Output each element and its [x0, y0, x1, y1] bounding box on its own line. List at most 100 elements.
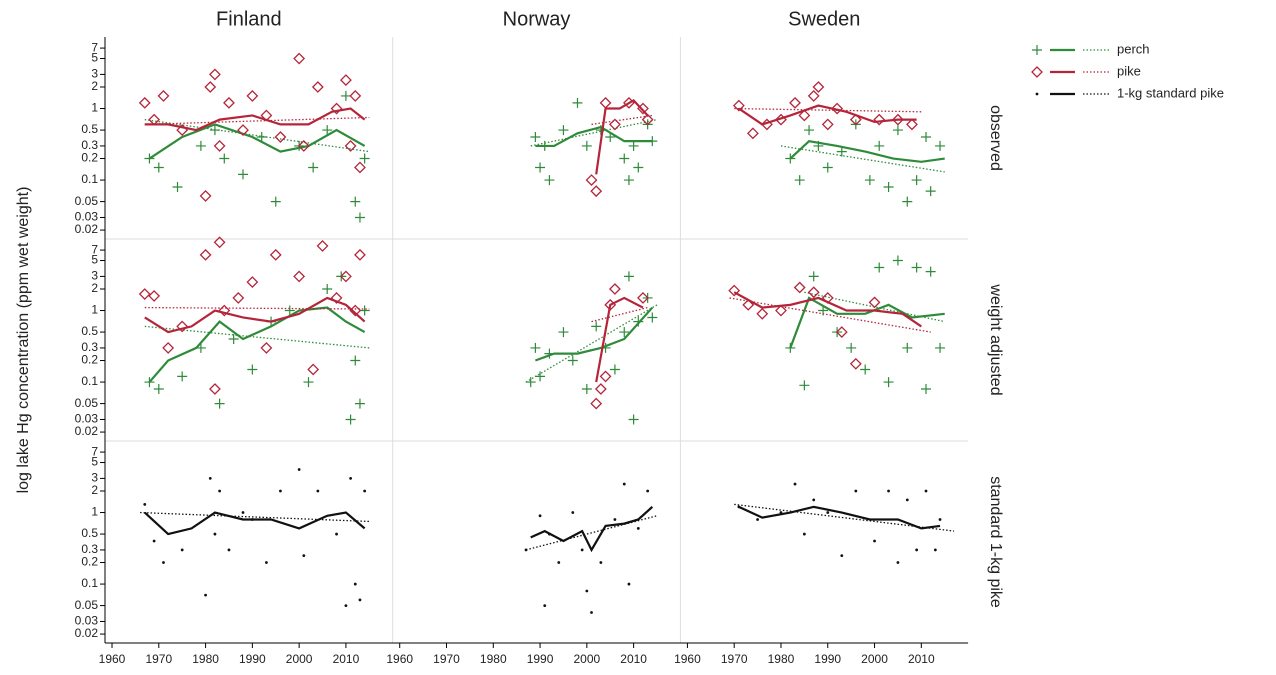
y-tick-label: 0.03 [75, 412, 99, 426]
point [628, 414, 639, 425]
y-tick-label: 3 [91, 471, 98, 485]
x-tick-label: 1980 [768, 652, 795, 666]
point [269, 248, 282, 261]
point [316, 240, 329, 252]
point [162, 342, 175, 354]
point [557, 561, 561, 564]
point [246, 90, 259, 102]
row-title: standard 1-kg pike [987, 476, 1004, 608]
trend-line [591, 306, 648, 323]
y-tick-label: 0.1 [81, 172, 98, 186]
point [535, 371, 546, 382]
point [330, 292, 343, 304]
point [599, 96, 612, 109]
point [892, 113, 904, 126]
y-tick-label: 0.1 [81, 576, 98, 590]
point [627, 582, 631, 586]
point [232, 292, 245, 304]
x-tick-label: 1960 [386, 652, 413, 666]
smooth-line [789, 139, 945, 163]
y-tick-label: 0.05 [75, 598, 99, 612]
y-tick-label: 0.3 [81, 138, 98, 152]
point [793, 281, 806, 294]
point [354, 248, 366, 261]
point [887, 489, 890, 493]
point [599, 561, 603, 564]
point [340, 270, 352, 283]
point [148, 113, 161, 126]
y-tick-label: 0.03 [75, 210, 99, 224]
point [274, 131, 287, 143]
point [228, 333, 239, 344]
point [935, 140, 946, 151]
smooth-line [534, 306, 654, 362]
y-tick-label: 3 [91, 269, 98, 283]
point [585, 589, 589, 593]
x-tick-label: 2000 [861, 652, 888, 666]
point [213, 140, 226, 152]
point [636, 527, 640, 530]
point [756, 307, 769, 320]
point [358, 598, 362, 602]
point [279, 489, 282, 493]
point [246, 276, 259, 288]
point [307, 363, 320, 376]
point [176, 320, 189, 333]
y-tick-label: 0.2 [81, 353, 98, 367]
point [359, 153, 370, 164]
point [821, 118, 834, 131]
point [219, 153, 230, 164]
point [802, 532, 806, 536]
point [590, 611, 593, 614]
point [138, 96, 151, 109]
point [623, 271, 634, 282]
point [214, 398, 225, 409]
point [558, 125, 569, 136]
x-tick-label: 2000 [573, 652, 600, 666]
y-tick-label: 0.5 [81, 526, 98, 540]
point [303, 377, 314, 388]
point [354, 212, 365, 223]
point [854, 489, 858, 493]
point [213, 532, 217, 536]
trend-line [729, 297, 931, 333]
point [728, 284, 741, 297]
y-tick-label: 2 [91, 281, 98, 295]
point [807, 90, 820, 102]
point [524, 548, 528, 552]
point [902, 342, 913, 353]
point [613, 518, 617, 521]
point [247, 364, 258, 375]
point [538, 514, 542, 518]
point [911, 262, 922, 273]
point [633, 316, 644, 327]
point [354, 398, 365, 409]
point [920, 383, 931, 394]
point [148, 290, 161, 302]
point [330, 102, 343, 115]
smooth-line [144, 511, 366, 536]
point [180, 548, 184, 552]
y-tick-label: 7 [91, 40, 98, 54]
point [775, 304, 787, 317]
point [874, 262, 885, 273]
point [293, 270, 306, 283]
point [344, 604, 348, 607]
point [144, 377, 155, 388]
column-title: Finland [216, 8, 282, 30]
point [911, 175, 922, 186]
point [646, 489, 650, 493]
point [798, 109, 811, 122]
smooth-line [144, 296, 366, 334]
column-title: Sweden [788, 8, 860, 30]
point [732, 99, 745, 112]
point [208, 477, 212, 480]
point [340, 74, 352, 86]
y-tick-label: 1 [91, 505, 98, 519]
point [590, 185, 603, 198]
point [177, 371, 188, 382]
y-tick-label: 0.3 [81, 340, 98, 354]
x-tick-label: 1970 [433, 652, 460, 666]
point [340, 90, 351, 101]
